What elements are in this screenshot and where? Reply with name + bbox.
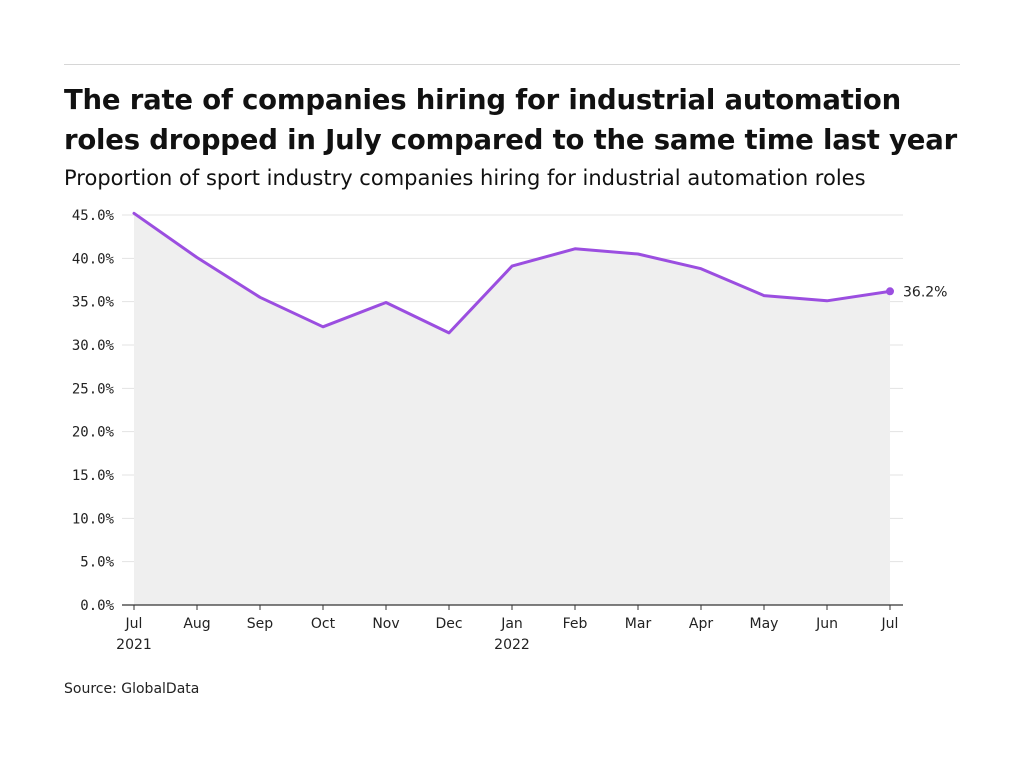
x-tick-label: Sep xyxy=(247,616,274,632)
y-tick-label: 10.0% xyxy=(72,511,115,527)
y-tick-label: 40.0% xyxy=(72,251,115,267)
x-tick-label: Feb xyxy=(563,616,588,632)
x-tick-label: Jun xyxy=(815,616,838,632)
y-tick-label: 25.0% xyxy=(72,381,115,397)
x-tick-label: Oct xyxy=(311,616,336,632)
source-note: Source: GlobalData xyxy=(64,681,200,697)
y-tick-label: 45.0% xyxy=(72,208,115,224)
x-tick-label: Aug xyxy=(183,616,210,632)
x-tick-year-label: 2021 xyxy=(116,637,152,653)
chart-title: The rate of companies hiring for industr… xyxy=(64,84,957,156)
y-tick-label: 5.0% xyxy=(80,555,114,571)
series-line xyxy=(132,211,892,335)
x-tick-label: Jul xyxy=(125,616,143,632)
x-tick-label: Apr xyxy=(689,616,713,632)
end-value-label: 36.2% xyxy=(903,284,947,300)
x-tick-year-label: 2022 xyxy=(494,637,530,653)
x-tick-labels: Jul 2021 Aug Sep Oct Nov Dec Jan 2022 Feb Mar Apr Ma… xyxy=(116,605,898,653)
x-tick-label: May xyxy=(750,616,779,632)
end-point-marker xyxy=(886,287,894,296)
y-tick-label: 30.0% xyxy=(72,338,115,354)
x-tick-label: Mar xyxy=(625,616,652,632)
y-tick-label: 35.0% xyxy=(72,295,115,311)
y-tick-label: 20.0% xyxy=(72,425,115,441)
top-rule xyxy=(64,64,960,65)
x-tick-label: Jan xyxy=(500,616,523,632)
x-tick-label: Nov xyxy=(372,616,399,632)
y-tick-label: 15.0% xyxy=(72,468,115,484)
y-tick-label: 0.0% xyxy=(80,598,114,614)
x-tick-label: Jul xyxy=(881,616,899,632)
y-tick-labels: 0.0% 5.0% 10.0% 15.0% 20.0% 25.0% 30.0% 35.0% 40… xyxy=(72,208,115,614)
x-tick-label: Dec xyxy=(435,616,462,632)
chart-subtitle: Proportion of sport industry companies h… xyxy=(64,166,866,190)
area-fill xyxy=(134,213,890,606)
